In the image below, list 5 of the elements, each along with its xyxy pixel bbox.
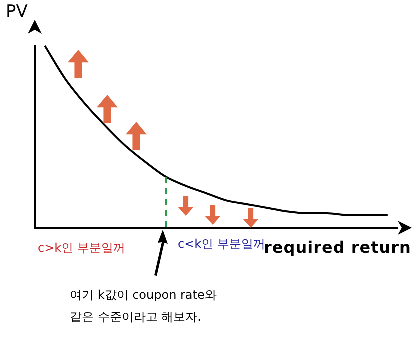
x-axis-title: required return — [264, 238, 412, 257]
y-axis-title: PV — [6, 2, 28, 22]
text: 여기 k값이 coupon rate와 같은 수준이라고 해보자. — [70, 287, 218, 326]
text: c<k인 부분일꺼 — [178, 236, 266, 251]
text: c>k인 부분일꺼 — [38, 240, 126, 257]
